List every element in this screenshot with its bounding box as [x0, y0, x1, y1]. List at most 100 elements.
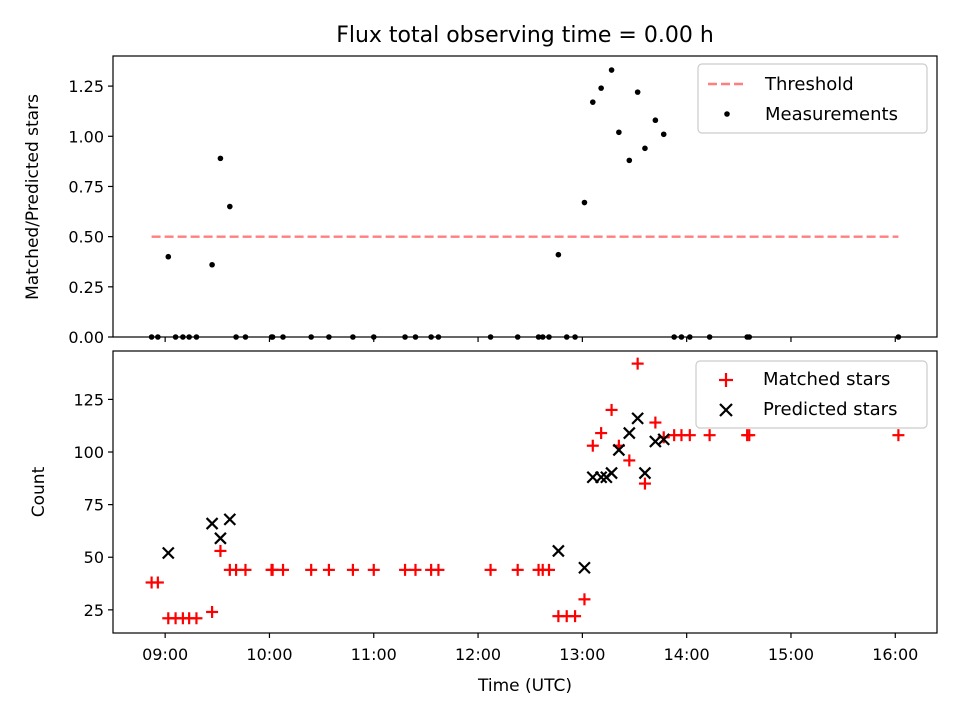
matched-star-point — [239, 563, 252, 576]
bottom-y-tick-label: 50 — [84, 548, 104, 567]
measurement-point — [660, 131, 667, 138]
measurement-point — [616, 129, 622, 136]
matched-star-point — [367, 563, 380, 576]
matched-star-point — [623, 454, 636, 467]
bottom-y-axis-label: Count — [29, 466, 49, 517]
measurement-point — [227, 203, 233, 210]
measurement-point — [608, 67, 615, 73]
bottom-y-tick-label: 125 — [73, 390, 104, 409]
top-y-tick-label: 0.75 — [68, 177, 104, 196]
measurement-point — [581, 199, 588, 206]
matched-star-point — [399, 563, 412, 576]
matched-star-point — [484, 563, 497, 576]
matched-star-point — [605, 403, 618, 416]
matched-star-point — [214, 544, 227, 557]
measurement-point — [634, 89, 641, 95]
top-y-tick-label: 0.25 — [68, 278, 104, 297]
legend-predicted-label: Predicted stars — [763, 399, 897, 420]
top-y-tick-label: 0.50 — [68, 228, 104, 247]
bottom-x-tick-label: 09:00 — [142, 645, 188, 664]
bottom-axes: 25 50 75 100 125 09:00 10:00 11:00 12:00 13:00 14… — [29, 350, 938, 696]
matched-star-point — [683, 429, 696, 442]
measurement-point — [652, 117, 659, 124]
bottom-x-tick-label: 14:00 — [664, 645, 710, 664]
chart-title: Flux total observing time = 0.00 h — [336, 23, 714, 48]
top-y-ticks: 0.00 0.25 0.50 0.75 1.00 1.25 — [68, 77, 113, 347]
predicted-star-point — [631, 412, 644, 425]
bottom-x-tick-label: 11:00 — [351, 645, 397, 664]
bottom-legend: Matched stars Predicted stars — [695, 360, 928, 429]
bottom-y-tick-label: 25 — [84, 601, 104, 620]
top-y-tick-label: 0.00 — [68, 328, 104, 347]
matched-star-point — [206, 605, 219, 618]
matched-star-point — [305, 563, 318, 576]
bottom-x-tick-label: 15:00 — [768, 645, 814, 664]
measurement-point — [209, 261, 215, 268]
legend-predicted-swatch — [719, 403, 733, 417]
legend-measurements-label: Measurements — [765, 104, 898, 125]
top-legend-box — [697, 63, 928, 134]
bottom-y-tick-label: 100 — [73, 443, 104, 462]
matched-star-point — [586, 439, 599, 452]
predicted-star-point — [623, 426, 636, 440]
matched-star-point — [578, 593, 591, 606]
predicted-star-point — [214, 532, 227, 545]
predicted-star-point — [552, 544, 565, 558]
measurement-point — [626, 157, 633, 164]
top-axes-frame — [112, 55, 938, 338]
bottom-x-ticks: 09:00 10:00 11:00 12:00 13:00 14:00 15:00 16:00 — [142, 633, 918, 664]
top-y-tick-label: 1.00 — [68, 127, 104, 146]
measurement-point — [555, 251, 562, 258]
bottom-x-tick-label: 10:00 — [246, 645, 292, 664]
measurement-point — [589, 99, 596, 105]
legend-matched-swatch — [719, 373, 733, 387]
matched-star-point — [569, 610, 582, 623]
predicted-star-point — [162, 546, 175, 560]
predicted-star-point — [223, 513, 237, 526]
legend-matched-label: Matched stars — [763, 369, 890, 390]
matched-star-point — [638, 477, 651, 490]
x-axis-label: Time (UTC) — [477, 676, 572, 696]
predicted-star-point — [605, 466, 618, 480]
matched-star-point — [190, 612, 203, 625]
bottom-plot-area — [145, 357, 905, 625]
measurement-point — [598, 85, 604, 91]
matched-star-point — [432, 563, 445, 576]
matched-star-point — [892, 429, 905, 442]
bottom-axes-frame — [112, 350, 938, 634]
matched-star-point — [346, 563, 359, 576]
predicted-star-point — [612, 443, 626, 457]
top-x-ticks — [164, 337, 896, 342]
matched-star-point — [151, 576, 164, 589]
predicted-star-point — [638, 466, 652, 480]
measurement-point — [642, 145, 648, 152]
bottom-y-ticks: 25 50 75 100 125 — [73, 390, 113, 620]
measurement-point — [217, 155, 224, 162]
top-y-tick-label: 1.25 — [68, 77, 104, 96]
bottom-legend-box — [695, 360, 928, 429]
matched-star-point — [266, 563, 279, 576]
matched-star-point — [277, 563, 290, 576]
measurement-point — [165, 253, 172, 260]
predicted-star-point — [578, 561, 591, 575]
top-y-axis-label: Matched/Predicted stars — [23, 94, 43, 300]
matched-star-point — [409, 563, 422, 576]
matched-star-point — [595, 427, 608, 440]
bottom-x-tick-label: 16:00 — [872, 645, 918, 664]
top-legend: Threshold Measurements — [697, 63, 928, 134]
bottom-x-tick-label: 12:00 — [455, 645, 501, 664]
legend-threshold-label: Threshold — [764, 74, 854, 95]
bottom-y-tick-label: 75 — [84, 496, 104, 515]
matched-star-point — [703, 429, 716, 442]
top-axes: 0.00 0.25 0.50 0.75 1.00 1.25 Matched/Predict… — [23, 55, 938, 347]
matched-star-point — [743, 429, 756, 442]
bottom-x-tick-label: 13:00 — [559, 645, 605, 664]
matched-star-point — [542, 563, 555, 576]
legend-measurements-swatch — [724, 111, 730, 117]
matched-star-point — [322, 563, 335, 576]
matched-star-point — [631, 357, 644, 370]
predicted-star-point — [205, 517, 219, 530]
predicted-star-point — [657, 433, 671, 446]
matched-star-point — [649, 416, 662, 429]
